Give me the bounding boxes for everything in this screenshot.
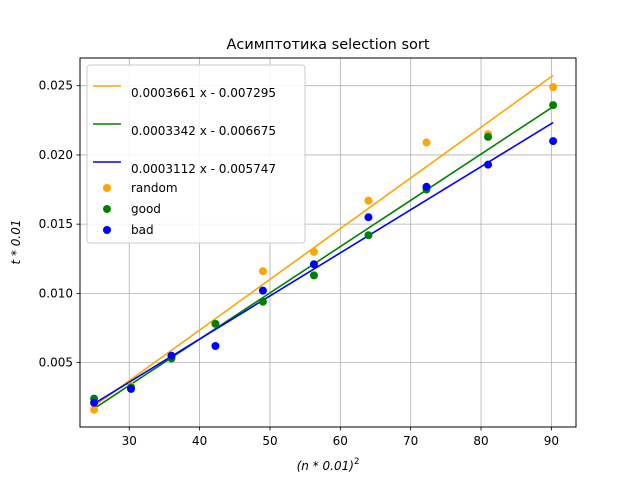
point-bad	[90, 398, 99, 407]
x-axis-label-exponent: 2	[354, 457, 359, 467]
point-bad	[127, 384, 136, 393]
x-tick-label: 90	[544, 434, 559, 448]
legend-line-label: 0.0003112 x - 0.005747	[131, 162, 276, 176]
point-bad	[167, 351, 176, 360]
y-tick-label: 0.010	[39, 286, 73, 300]
point-good	[309, 271, 318, 280]
point-bad	[422, 182, 431, 191]
point-random	[422, 138, 431, 147]
legend-marker	[103, 184, 111, 192]
point-good	[549, 101, 558, 110]
point-bad	[549, 137, 558, 146]
point-random	[309, 247, 318, 256]
point-good	[258, 297, 267, 306]
y-tick-label: 0.020	[39, 148, 73, 162]
point-bad	[364, 213, 373, 222]
legend-line-label: 0.0003342 x - 0.006675	[131, 124, 276, 138]
legend-series-label: bad	[131, 223, 154, 237]
legend-box	[86, 64, 306, 244]
legend-marker	[103, 226, 111, 234]
point-bad	[309, 260, 318, 269]
point-good	[484, 132, 493, 141]
y-tick-label: 0.005	[39, 356, 73, 370]
legend-series-label: random	[131, 181, 178, 195]
point-bad	[258, 286, 267, 295]
fit-line	[93, 74, 554, 407]
point-good	[211, 319, 220, 328]
point-good	[364, 231, 373, 240]
point-random	[364, 196, 373, 205]
x-tick-label: 70	[403, 434, 418, 448]
x-tick-label: 40	[192, 434, 207, 448]
point-random	[90, 405, 99, 414]
y-axis-label: t * 0.01	[9, 219, 23, 264]
legend-series-label: good	[131, 202, 161, 216]
point-bad	[484, 160, 493, 169]
axis-ticks: 30 40 50 60 70 80 90 0.005 0.010 0.015 0.020 0.025	[39, 79, 559, 448]
point-bad	[211, 342, 220, 350]
x-tick-label: 50	[262, 434, 277, 448]
data-points	[90, 83, 558, 414]
chart-title: Асимптотика selection sort	[226, 37, 429, 53]
y-tick-label: 0.015	[39, 217, 73, 231]
x-tick-label: 60	[333, 434, 348, 448]
point-random	[549, 83, 558, 92]
legend-line-label: 0.0003661 x - 0.007295	[131, 86, 276, 100]
legend: 0.0003661 x - 0.007295 0.0003342 x - 0.00…	[86, 64, 306, 244]
y-tick-label: 0.025	[39, 79, 73, 93]
plot-area-frame	[79, 57, 577, 428]
x-axis-label: (n * 0.01)2	[297, 457, 360, 473]
point-random	[258, 267, 267, 276]
x-axis-label-base: (n * 0.01)	[297, 459, 354, 473]
x-tick-label: 30	[122, 434, 137, 448]
legend-marker	[103, 205, 111, 213]
x-tick-label: 80	[473, 434, 488, 448]
